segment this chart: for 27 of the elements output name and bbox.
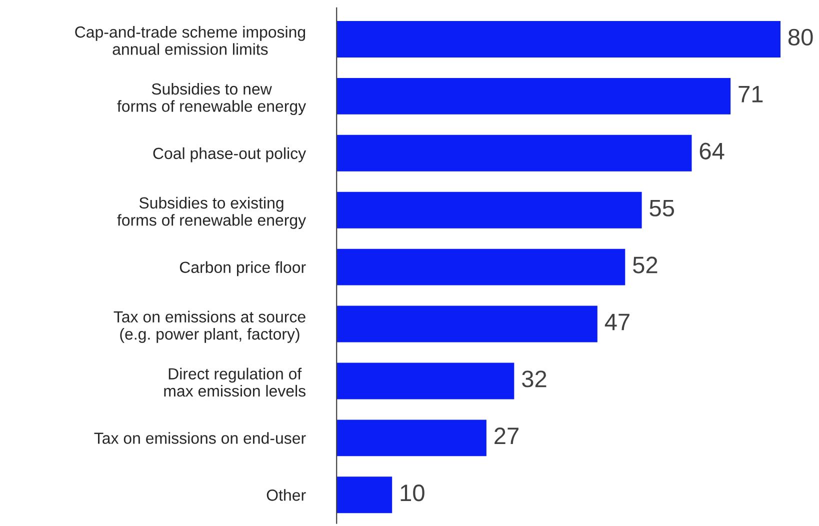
bar [336, 192, 642, 228]
y-tick-label: Subsidies to existing forms of renewable energy [117, 196, 306, 229]
y-tick-label: Coal phase-out policy [153, 147, 306, 162]
y-tick-label: Direct regulation of max emission levels [164, 368, 306, 397]
data-label: 71 [738, 86, 763, 102]
y-tick-label: Other [266, 489, 306, 501]
data-label: 27 [494, 428, 518, 444]
data-label: 52 [633, 256, 658, 274]
bar [336, 362, 514, 400]
data-label: 55 [650, 200, 674, 216]
bar [336, 134, 692, 172]
data-label: 64 [700, 142, 724, 160]
data-label: 32 [522, 370, 546, 388]
y-tick-label: Carbon price floor [180, 261, 306, 276]
bar [336, 78, 731, 114]
y-tick-label: Tax on emissions at source (e.g. power plant, factory) [114, 310, 306, 343]
bar [336, 248, 626, 286]
bar [336, 306, 598, 342]
data-label: 80 [788, 28, 813, 46]
data-label: 47 [604, 314, 630, 330]
y-tick-label: Subsidies to new forms of renewable energy [117, 82, 306, 116]
bar [336, 420, 486, 456]
data-label: 10 [400, 484, 424, 502]
y-tick-label: Tax on emissions on end-user [94, 432, 306, 444]
bar [336, 476, 392, 514]
y-tick-label: Cap-and-trade scheme imposing annual emission limits [75, 26, 306, 55]
bar [336, 20, 781, 58]
